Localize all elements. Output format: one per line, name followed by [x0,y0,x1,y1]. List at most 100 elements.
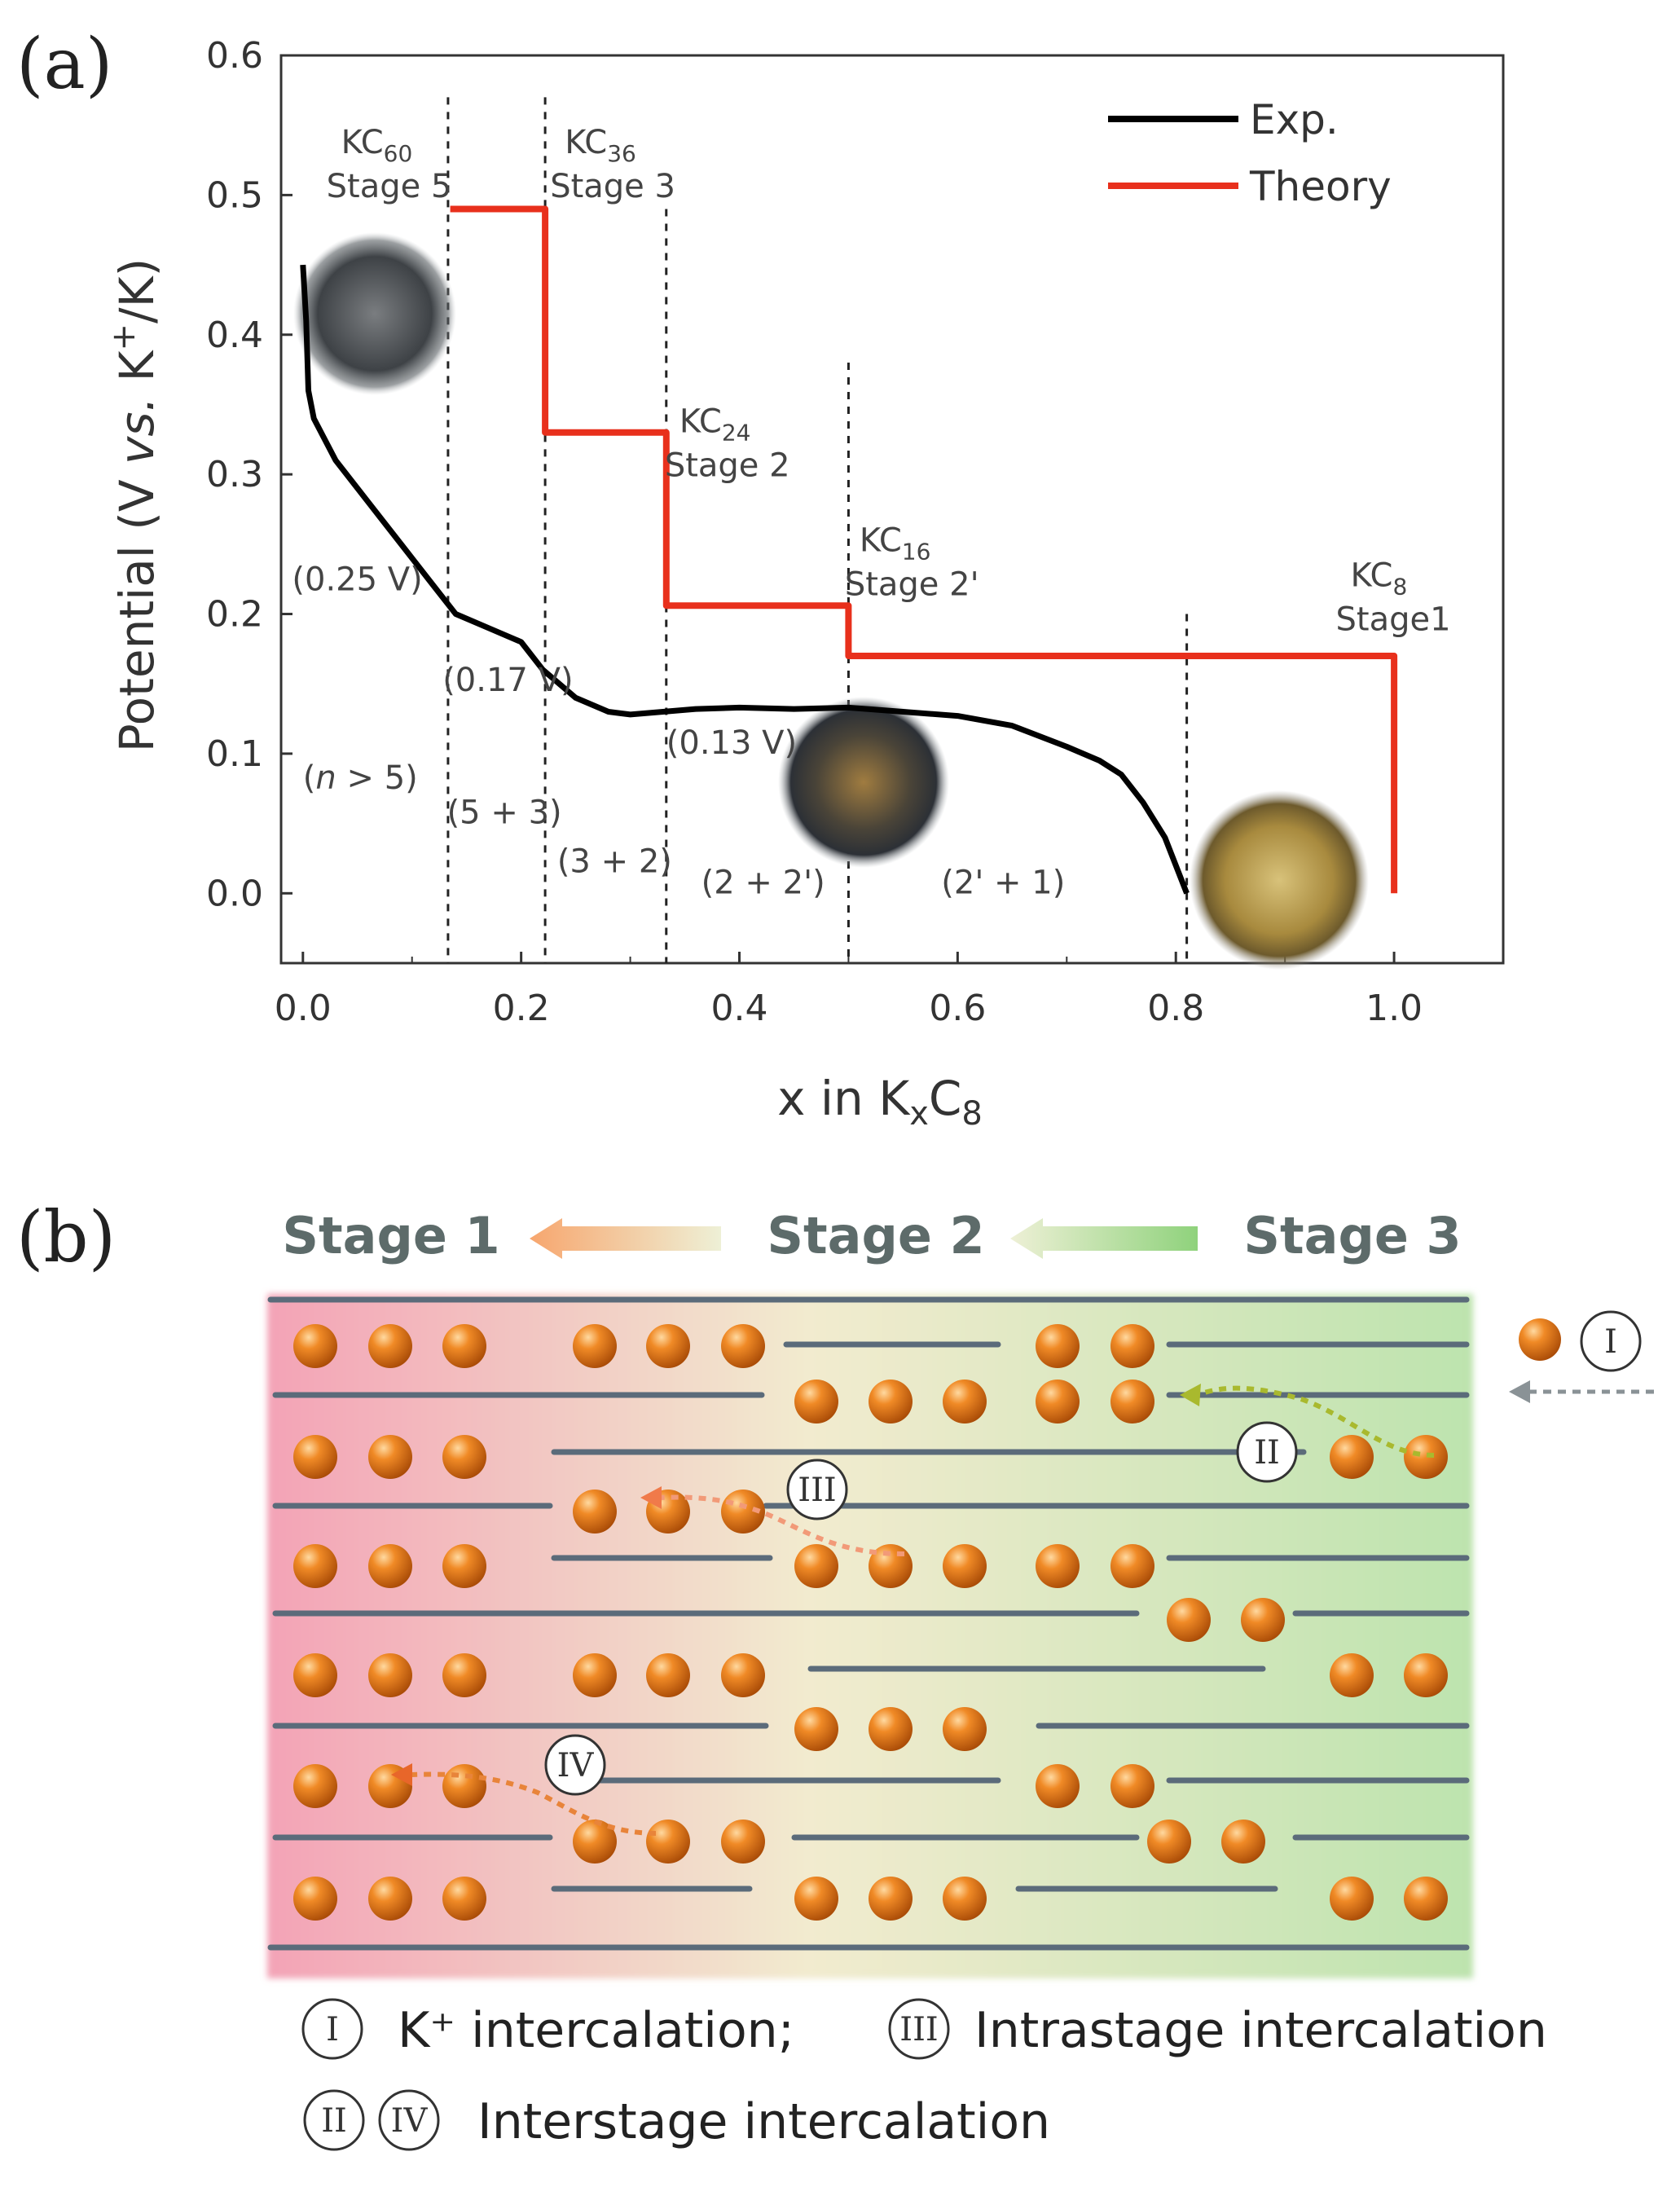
potassium-ion [368,1544,412,1588]
y-axis-title-k: K [109,350,165,397]
stage-formula: KC36 [565,124,636,167]
path-iv-head [391,1763,412,1786]
x-axis-title-sub-8: 8 [961,1095,982,1133]
path-ii-head [1180,1384,1201,1406]
y-tick-label: 0.4 [206,315,263,356]
potassium-ion [442,1653,486,1697]
potassium-ion [1330,1653,1374,1697]
key-numeral-iii: III [899,2011,938,2048]
potassium-ion [1110,1324,1154,1368]
potassium-ion [293,1877,337,1921]
potassium-ions [293,1324,1448,1921]
key-text-i: K⁺ intercalation; [398,2002,794,2059]
potassium-ion [721,1324,765,1368]
potassium-ion [442,1435,486,1479]
numeral-i: I [1604,1323,1617,1361]
annotation-label: (3 + 2) [557,843,672,881]
y-tick-label: 0.2 [206,594,263,636]
plot-frame [279,54,1505,965]
potassium-ion [1330,1877,1374,1921]
y-axis-title: Potential (V vs. K+/K) [105,258,165,752]
key-numeral-ii: II [321,2102,347,2140]
potassium-ion [573,1324,617,1368]
path-iii-head [640,1486,662,1509]
annotations: (0.25 V) (0.17 V) (0.13 V) (n > 5) (5 + 3) (3… [292,561,1065,901]
potassium-ion [1036,1380,1080,1424]
arrow-stage3-to-2 [1010,1218,1198,1259]
diagram-b: Stage 1 Stage 2 Stage 3 I II III IV I K⁺… [267,1206,1654,2151]
numeral-badge-iv [544,1734,606,1796]
stage-name: Stage 2' [845,565,979,603]
annotation-label: (2 + 2') [701,864,825,901]
potassium-ion [943,1707,987,1751]
panel-a-label: (a) [16,24,112,105]
stage-name: Stage 3 [550,168,675,205]
x-axis-title: x in KxC8 [777,1071,983,1133]
key-text-iii: Intrastage intercalation [974,2002,1547,2059]
x-axis-title-sub-x: x [909,1095,929,1133]
annotation-label: (0.13 V) [666,724,797,762]
arrow-stage2-to-1 [530,1218,721,1259]
potassium-ion [293,1435,337,1479]
potassium-ion [293,1544,337,1588]
potassium-ion [646,1653,690,1697]
series-exp-line [300,264,1190,895]
incoming-ion [1519,1318,1561,1361]
key-badge-ii [303,2089,365,2151]
potassium-ion [293,1324,337,1368]
potassium-ion [869,1877,913,1921]
potassium-ion [293,1653,337,1697]
x-tick-label: 0.2 [493,988,550,1029]
chart-a: 0.0 0.1 0.2 0.3 0.4 0.5 0.6 0.0 0.2 0.4 0.6 0.8 1.0… [105,35,1505,1133]
potassium-ion [442,1544,486,1588]
potassium-ion [794,1877,838,1921]
y-tick-label: 0.3 [206,454,263,495]
intercalation-arrowhead-i [1509,1380,1530,1403]
stage-formula: KC8 [1351,557,1408,600]
y-axis: 0.0 0.1 0.2 0.3 0.4 0.5 0.6 [206,35,292,914]
potassium-ion [646,1820,690,1864]
numeral-badge-ii [1236,1421,1298,1483]
key-badge-iii [888,1998,950,2060]
potassium-ion [442,1324,486,1368]
x-tick-label: 0.8 [1147,988,1204,1029]
potassium-ion [442,1877,486,1921]
potassium-ion [794,1544,838,1588]
sample-disk-gray [293,232,456,395]
key-numeral-i: I [326,2011,339,2048]
annotation-label: (0.17 V) [442,662,573,699]
stage-3-header: Stage 3 [1243,1206,1461,1265]
path-iv [411,1771,657,1836]
y-axis-title-vs: vs. [109,397,165,464]
y-axis-title-end: /K) [109,258,165,323]
stage-formula: KC60 [341,124,413,167]
potassium-ion [721,1820,765,1864]
potassium-ion [1110,1544,1154,1588]
key-badge-i [301,1998,363,2060]
panel-b-label: (b) [16,1197,116,1278]
annotation-label: (2' + 1) [941,864,1065,901]
stage-2-header: Stage 2 [767,1206,984,1265]
potassium-ion [573,1820,617,1864]
x-axis-title-c: C [929,1071,962,1126]
sample-disk-mixed [778,697,949,868]
annotation-label: (0.25 V) [292,561,422,598]
potassium-ion [573,1490,617,1534]
potassium-ion [943,1544,987,1588]
potassium-ion [1221,1820,1265,1864]
x-tick-label: 0.4 [711,988,768,1029]
series-theory-line [450,205,1398,894]
stage-name: Stage1 [1336,601,1451,638]
y-axis-title-main: Potential (V [109,464,165,752]
potassium-ion [721,1653,765,1697]
potassium-ion [368,1653,412,1697]
potassium-ion [1404,1653,1448,1697]
potassium-ion [1036,1764,1080,1808]
x-tick-label: 0.0 [275,988,332,1029]
potassium-ion [794,1707,838,1751]
y-axis-title-sup: + [105,323,143,351]
y-tick-label: 0.6 [206,35,263,77]
series [300,205,1398,895]
